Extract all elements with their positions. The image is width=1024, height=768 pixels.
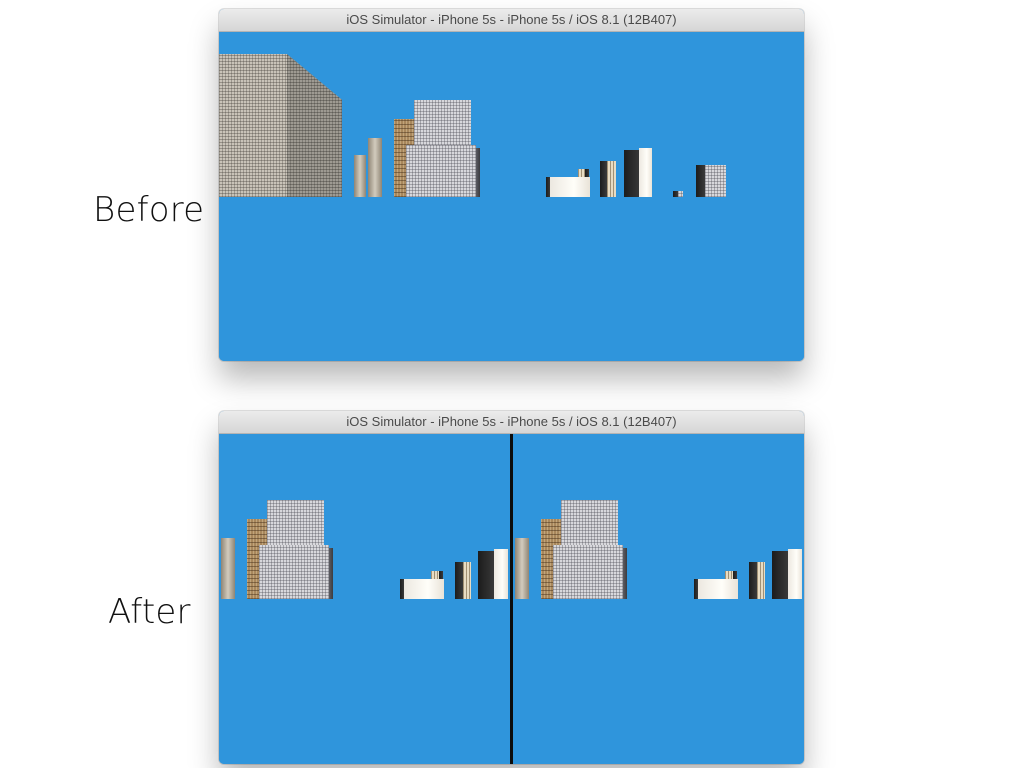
building [725, 571, 733, 579]
building [455, 562, 463, 599]
building [368, 138, 382, 197]
simulator-window-before: iOS Simulator - iPhone 5s - iPhone 5s / … [219, 9, 804, 361]
building [329, 548, 333, 599]
building [439, 571, 443, 579]
building [639, 148, 652, 197]
building [678, 191, 683, 197]
window-title[interactable]: iOS Simulator - iPhone 5s - iPhone 5s / … [219, 9, 804, 32]
building [463, 562, 471, 599]
building [494, 549, 508, 599]
window-title[interactable]: iOS Simulator - iPhone 5s - iPhone 5s / … [219, 411, 804, 434]
building [578, 169, 586, 177]
building [607, 161, 616, 197]
building [757, 562, 765, 599]
building [219, 54, 287, 197]
building [623, 548, 627, 599]
building [673, 191, 678, 197]
building [553, 545, 623, 599]
simulator-screen[interactable] [219, 434, 804, 764]
building [476, 148, 480, 197]
building [414, 100, 471, 145]
building [259, 545, 329, 599]
building [772, 551, 789, 599]
building [561, 500, 618, 546]
building [600, 161, 607, 197]
building [705, 165, 726, 197]
after-caption: After [108, 592, 191, 632]
building [546, 177, 550, 197]
building [287, 54, 342, 197]
left-eye-view [219, 434, 511, 764]
building [431, 571, 439, 579]
building [550, 177, 590, 197]
building [733, 571, 737, 579]
before-caption: Before [93, 190, 205, 230]
building [696, 165, 705, 197]
simulator-screen[interactable] [219, 32, 804, 361]
building [406, 145, 476, 197]
building [404, 579, 444, 599]
building [585, 169, 589, 177]
building [749, 562, 757, 599]
building [478, 551, 495, 599]
eye-divider [510, 434, 513, 764]
simulator-window-after: iOS Simulator - iPhone 5s - iPhone 5s / … [219, 411, 804, 764]
building [354, 155, 366, 197]
building [400, 579, 404, 599]
building [694, 579, 698, 599]
building [267, 500, 324, 546]
building [698, 579, 738, 599]
building [788, 549, 802, 599]
building [221, 538, 235, 599]
right-eye-view [513, 434, 804, 764]
building [515, 538, 529, 599]
building [624, 150, 641, 197]
